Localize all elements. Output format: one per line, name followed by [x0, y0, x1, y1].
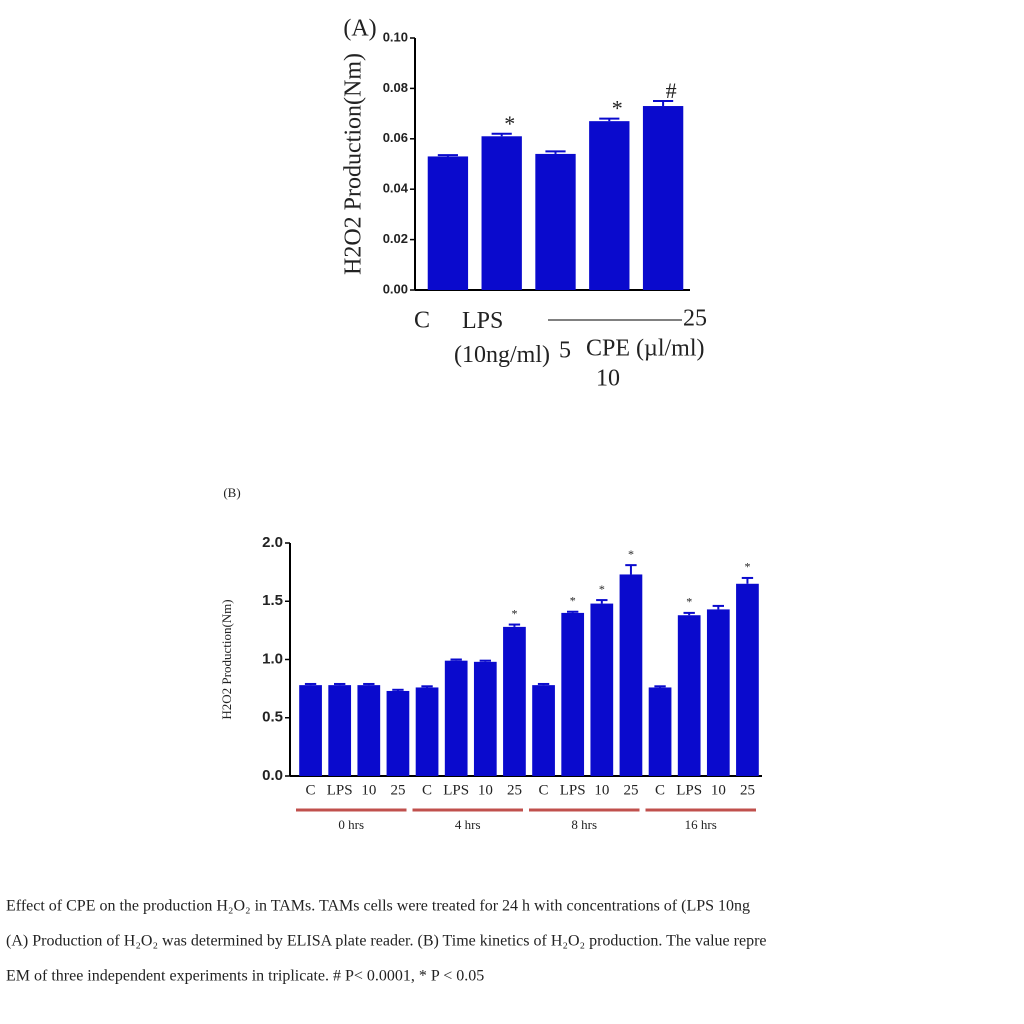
bar [648, 687, 672, 776]
y-tick-label: 0.10 [383, 29, 408, 44]
significance: * [686, 595, 692, 609]
x-tick-label: LPS (10ng/ml) [454, 308, 550, 368]
bar [427, 156, 469, 290]
bar [328, 685, 352, 776]
caption-line: (A) Production of H₂O₂ was determined by… [6, 933, 767, 950]
group-label: 0 hrs [338, 817, 364, 832]
y-tick-label: 0.0 [262, 767, 283, 784]
x-tick-label: C [422, 782, 432, 798]
x-tick-label: 25 [683, 306, 707, 332]
x-tick-label: 10 [361, 782, 376, 798]
x-tick-label: 25 [390, 782, 405, 798]
x-tick-label: LPS [560, 782, 586, 798]
group-label: 8 hrs [571, 817, 597, 832]
x-tick-label: C [539, 782, 549, 798]
y-tick-label: 1.0 [262, 650, 283, 667]
bar [299, 685, 322, 776]
panel-label: (B) [223, 485, 240, 500]
y-tick-label: 0.00 [383, 281, 408, 296]
bar [503, 626, 526, 776]
x-tick-label: LPS [327, 782, 353, 798]
group-label: 4 hrs [455, 817, 481, 832]
significance: * [744, 560, 750, 574]
y-axis-label: H2O2 Production(Nm) [219, 599, 234, 719]
x-tick-label: 10 [596, 366, 620, 392]
x-tick-label: 5 [559, 338, 571, 364]
panel-label: (A) [343, 16, 376, 42]
significance: * [599, 582, 605, 596]
y-tick-label: 0.04 [383, 181, 409, 196]
x-tick-label: 10 [711, 782, 726, 798]
bar [386, 690, 410, 776]
bar [706, 609, 730, 776]
x-tick-label: 10 [478, 782, 493, 798]
bar [642, 106, 684, 290]
significance: # [666, 78, 677, 103]
y-tick-label: 2.0 [262, 534, 283, 551]
x-tick-label: 25 [740, 782, 755, 798]
y-tick-label: 0.06 [383, 130, 408, 145]
x-tick-label: LPS [443, 782, 469, 798]
significance: * [570, 593, 576, 607]
bar [736, 583, 759, 776]
bar [415, 687, 439, 776]
group-label: CPE (µl/ml) [586, 336, 705, 362]
significance: * [628, 547, 634, 561]
x-tick-label: LPS [676, 782, 702, 798]
bar [481, 136, 522, 290]
bar [535, 153, 576, 290]
bar [589, 121, 630, 290]
caption-line: Effect of CPE on the production H₂O₂ in … [6, 898, 750, 915]
x-tick-label: C [655, 782, 665, 798]
bar [444, 660, 468, 776]
bar [677, 615, 701, 776]
caption-line: EM of three independent experiments in t… [6, 968, 484, 985]
bar [532, 685, 555, 776]
bar [590, 603, 614, 776]
x-tick-label: C [306, 782, 316, 798]
bar [357, 685, 381, 776]
significance: * [612, 96, 623, 121]
significance: * [504, 111, 515, 136]
bar [473, 661, 497, 776]
significance: * [511, 606, 517, 620]
y-axis-label: H2O2 Production(Nm) [341, 53, 367, 275]
x-tick-label: C [414, 308, 430, 334]
y-tick-label: 0.08 [383, 80, 408, 95]
bar [561, 612, 585, 776]
bar [619, 574, 643, 776]
x-tick-label: 10 [594, 782, 609, 798]
x-tick-label: 25 [507, 782, 522, 798]
x-tick-label: 25 [623, 782, 638, 798]
y-tick-label: 1.5 [262, 592, 283, 609]
group-label: 16 hrs [685, 817, 717, 832]
y-tick-label: 0.02 [383, 231, 408, 246]
y-tick-label: 0.5 [262, 709, 283, 726]
